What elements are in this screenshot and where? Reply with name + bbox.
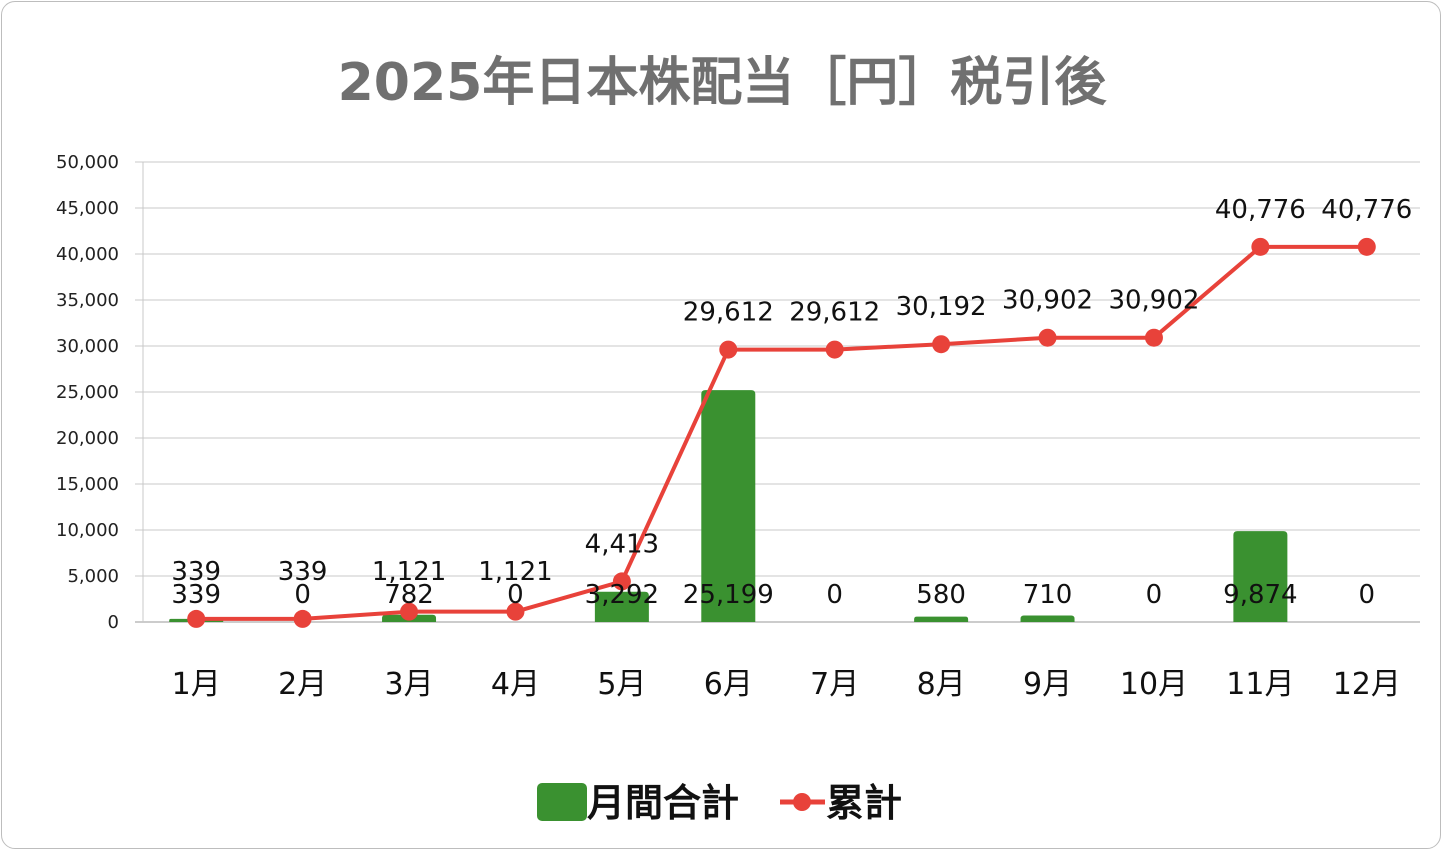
y-tick-label: 30,000: [56, 336, 119, 357]
bar-data-label: 9,874: [1223, 580, 1297, 610]
x-tick-label: 6月: [704, 667, 753, 702]
line-data-label: 30,192: [896, 292, 987, 322]
x-tick-label: 3月: [384, 667, 433, 702]
y-tick-label: 5,000: [67, 566, 119, 587]
legend-label-monthly: 月間合計: [587, 781, 739, 825]
bar-data-label: 782: [384, 580, 434, 610]
y-tick-label: 45,000: [56, 198, 119, 219]
y-tick-label: 35,000: [56, 290, 119, 311]
y-tick-label: 25,000: [56, 382, 119, 403]
legend-label-cumulative: 累計: [826, 781, 902, 825]
line-point: [1144, 328, 1163, 347]
line-point: [187, 609, 206, 628]
x-tick-label: 1月: [172, 667, 221, 702]
line-data-label: 4,413: [585, 529, 659, 559]
line-point: [1038, 328, 1057, 347]
cumulative-line: [196, 244, 1367, 621]
line-data-label: 1,121: [478, 557, 552, 587]
bar-data-label: 0: [1359, 580, 1376, 610]
x-tick-label: 10月: [1120, 667, 1188, 702]
line-data-label: 30,902: [1108, 286, 1199, 316]
line-data-label: 29,612: [789, 298, 880, 328]
bar: [701, 390, 756, 622]
line-point: [932, 335, 951, 354]
x-tick-label: 4月: [491, 667, 540, 702]
bar-data-label: 25,199: [683, 580, 774, 610]
bar: [1233, 531, 1288, 622]
chart-title: 2025年日本株配当［円］税引後: [338, 53, 1108, 113]
line-data-label: 29,612: [683, 298, 774, 328]
line-point: [1251, 237, 1270, 256]
x-tick-label: 2月: [278, 667, 327, 702]
line-point: [612, 572, 631, 591]
bar-data-label: 0: [826, 580, 843, 610]
line-point: [825, 340, 844, 359]
x-tick-label: 11月: [1226, 667, 1294, 702]
bar-data-label: 3,292: [585, 580, 659, 610]
line-point: [719, 340, 738, 359]
bar-data-label: 710: [1023, 580, 1073, 610]
x-tick-label: 9月: [1023, 667, 1072, 702]
bar: [1020, 615, 1075, 622]
y-tick-label: 0: [108, 612, 119, 633]
bar: [594, 591, 649, 622]
line-point: [293, 609, 312, 628]
line-data-label: 40,776: [1215, 195, 1306, 225]
bar-data-label: 0: [1146, 580, 1163, 610]
legend-line-marker: [793, 793, 811, 811]
y-tick-label: 15,000: [56, 474, 119, 495]
y-tick-label: 10,000: [56, 520, 119, 541]
bar-data-label: 0: [507, 580, 524, 610]
line-point: [400, 602, 419, 621]
line-point: [506, 602, 525, 621]
legend-bar-swatch: [537, 783, 587, 821]
x-tick-label: 12月: [1333, 667, 1401, 702]
x-tick-label: 7月: [810, 667, 859, 702]
legend: 月間合計 累計: [537, 781, 902, 825]
bar-data-label: 580: [916, 580, 966, 610]
bar-data-label: 339: [171, 580, 221, 610]
line-data-label: 40,776: [1321, 195, 1412, 225]
y-tick-label: 50,000: [56, 152, 119, 173]
bar-data-label: 0: [294, 580, 311, 610]
line-point: [1357, 237, 1376, 256]
x-tick-label: 5月: [597, 667, 646, 702]
line-data-label: 30,902: [1002, 286, 1093, 316]
y-tick-label: 40,000: [56, 244, 119, 265]
line-data-label: 339: [171, 557, 221, 587]
x-tick-label: 8月: [917, 667, 966, 702]
line-data-label: 339: [278, 557, 328, 587]
y-tick-label: 20,000: [56, 428, 119, 449]
bar: [914, 616, 969, 622]
line-data-label: 1,121: [372, 557, 446, 587]
